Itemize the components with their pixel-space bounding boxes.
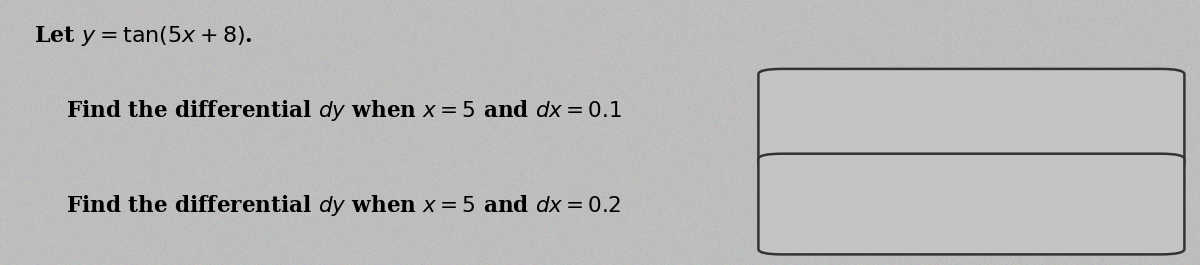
FancyBboxPatch shape [758, 69, 1184, 170]
Text: Find the differential $dy$ when $x = 5$ and $dx = 0.1$: Find the differential $dy$ when $x = 5$ … [66, 98, 622, 123]
FancyBboxPatch shape [758, 154, 1184, 254]
Text: Find the differential $dy$ when $x = 5$ and $dx = 0.2$: Find the differential $dy$ when $x = 5$ … [66, 193, 620, 218]
Text: Let $y = \tan(5x + 8)$.: Let $y = \tan(5x + 8)$. [34, 24, 252, 48]
